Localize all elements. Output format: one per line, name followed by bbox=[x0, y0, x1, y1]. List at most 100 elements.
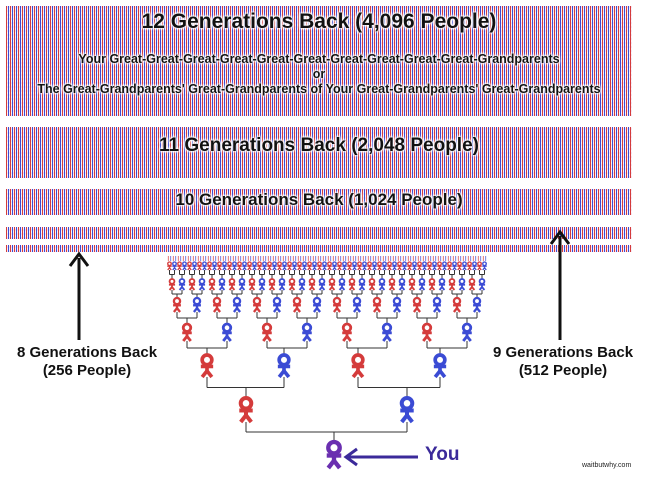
ancestor-figure bbox=[432, 296, 442, 313]
ancestor-figure bbox=[428, 278, 436, 291]
ancestor-figure bbox=[381, 322, 393, 342]
ancestor-figure bbox=[482, 261, 487, 271]
ancestor-figure bbox=[377, 261, 382, 271]
ancestor-figure bbox=[347, 261, 352, 271]
ancestor-figure bbox=[288, 278, 296, 291]
ancestor-figure bbox=[408, 278, 416, 291]
ancestor-figure bbox=[292, 261, 297, 271]
ancestor-figure bbox=[457, 261, 462, 271]
ancestor-figure bbox=[357, 261, 362, 271]
ancestor-figure bbox=[312, 296, 322, 313]
ancestor-figure bbox=[258, 278, 266, 291]
ancestor-figure bbox=[227, 261, 232, 271]
ancestor-figure bbox=[402, 261, 407, 271]
ancestor-figure bbox=[212, 296, 222, 313]
ancestor-figure bbox=[348, 278, 356, 291]
ancestor-figure bbox=[327, 261, 332, 271]
gen8-strip bbox=[6, 245, 632, 252]
ancestor-figure bbox=[392, 261, 397, 271]
ancestor-figure bbox=[301, 322, 313, 342]
ancestor-figure bbox=[267, 261, 272, 271]
ancestor-figure bbox=[368, 278, 376, 291]
ancestor-figure bbox=[232, 261, 237, 271]
ancestor-figure bbox=[212, 261, 217, 271]
ancestor-figure bbox=[351, 353, 365, 379]
ancestor-figure bbox=[417, 261, 422, 271]
ancestor-figure bbox=[421, 322, 433, 342]
ancestor-figure bbox=[422, 261, 427, 271]
ancestor-figure bbox=[332, 296, 342, 313]
ancestor-figure bbox=[278, 278, 286, 291]
ancestor-figure bbox=[458, 278, 466, 291]
ancestor-figure bbox=[218, 278, 226, 291]
ancestor-figure bbox=[472, 296, 482, 313]
ancestor-figure bbox=[187, 261, 192, 271]
ancestor-figure bbox=[172, 296, 182, 313]
ancestor-figure bbox=[398, 278, 406, 291]
ancestor-figure bbox=[317, 261, 322, 271]
ancestor-figure bbox=[262, 261, 267, 271]
gen9-label-line1: 9 Generations Back bbox=[492, 344, 634, 361]
ancestor-figure bbox=[467, 261, 472, 271]
ancestor-figure bbox=[222, 261, 227, 271]
ancestor-figure bbox=[282, 261, 287, 271]
ancestor-figure bbox=[307, 261, 312, 271]
ancestor-figure bbox=[322, 261, 327, 271]
ancestor-figure bbox=[418, 278, 426, 291]
ancestor-figure bbox=[168, 278, 176, 291]
ancestor-figure bbox=[228, 278, 236, 291]
ancestor-figure bbox=[312, 261, 317, 271]
ancestor-figure bbox=[448, 278, 456, 291]
ancestor-figure bbox=[352, 261, 357, 271]
ancestor-figure bbox=[392, 296, 402, 313]
arrow-left-you bbox=[343, 447, 418, 467]
ancestor-figure bbox=[257, 261, 262, 271]
ancestor-figure bbox=[468, 278, 476, 291]
gen12-line1: Your Great-Great-Great-Great-Great-Great… bbox=[78, 52, 560, 66]
ancestor-figure bbox=[372, 296, 382, 313]
ancestor-figure bbox=[452, 296, 462, 313]
tree-lines bbox=[169, 270, 485, 442]
ancestor-figure bbox=[332, 261, 337, 271]
ancestor-figure bbox=[407, 261, 412, 271]
ancestor-figure bbox=[358, 278, 366, 291]
gen8-label: 8 Generations Back (256 People) bbox=[2, 344, 172, 380]
ancestor-figure bbox=[397, 261, 402, 271]
ancestor-figure bbox=[461, 322, 473, 342]
gen9-label-line2: (512 People) bbox=[518, 362, 608, 379]
you-label: You bbox=[425, 444, 460, 465]
gen9-label: 9 Generations Back (512 People) bbox=[478, 344, 645, 380]
gen12-title: 12 Generations Back (4,096 People) bbox=[141, 10, 497, 33]
ancestor-figure bbox=[438, 278, 446, 291]
ancestor-figure bbox=[268, 278, 276, 291]
ancestor-figure bbox=[192, 261, 197, 271]
gen8-label-line1: 8 Generations Back bbox=[16, 344, 158, 361]
arrow-up-left bbox=[68, 251, 90, 340]
ancestor-figure bbox=[442, 261, 447, 271]
ancestor-figure bbox=[178, 278, 186, 291]
ancestor-figure bbox=[302, 261, 307, 271]
ancestor-figure bbox=[412, 296, 422, 313]
credit-text: waitbutwhy.com bbox=[582, 462, 632, 469]
ancestor-figure bbox=[238, 396, 254, 424]
gen8-label-line2: (256 People) bbox=[42, 362, 132, 379]
ancestor-figure bbox=[177, 261, 182, 271]
ancestor-figure bbox=[477, 261, 482, 271]
gen10-title: 10 Generations Back (1,024 People) bbox=[175, 190, 463, 209]
gen11-band: 11 Generations Back (2,048 People) bbox=[6, 127, 632, 178]
ancestor-figure bbox=[207, 261, 212, 271]
gen11-title: 11 Generations Back (2,048 People) bbox=[159, 135, 479, 156]
ancestor-figure bbox=[378, 278, 386, 291]
ancestor-figure bbox=[167, 261, 172, 271]
ancestor-figure bbox=[272, 296, 282, 313]
ancestor-figure bbox=[367, 261, 372, 271]
ancestor-figure bbox=[427, 261, 432, 271]
ancestor-figure bbox=[277, 261, 282, 271]
ancestor-figure bbox=[372, 261, 377, 271]
ancestor-figure bbox=[172, 261, 177, 271]
ancestor-figure bbox=[433, 353, 447, 379]
ancestor-figure bbox=[182, 261, 187, 271]
ancestor-figure bbox=[292, 296, 302, 313]
ancestor-figure bbox=[252, 261, 257, 271]
